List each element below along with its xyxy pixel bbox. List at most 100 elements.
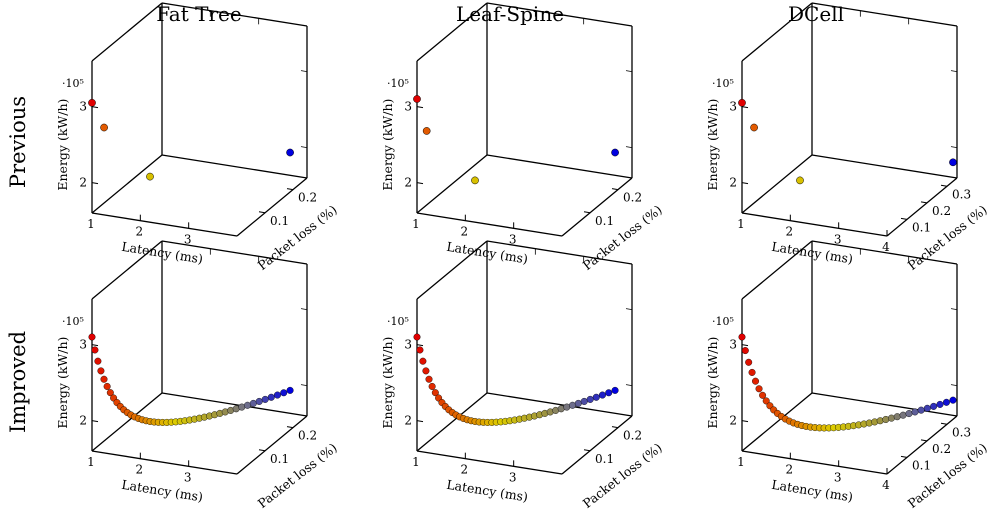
y-tick-label: 0.2 [932, 204, 951, 218]
z-tick [416, 344, 424, 347]
data-point [899, 411, 907, 419]
data-point [569, 401, 577, 409]
data-point [905, 410, 913, 418]
z-multiplier: ·10⁵ [712, 315, 734, 328]
x-tick-label: 1 [412, 217, 420, 231]
top-left-edge [416, 2, 488, 62]
data-point [280, 389, 288, 397]
z-multiplier: ·10⁵ [62, 77, 84, 90]
z-tick-back [625, 384, 633, 386]
y-axis-line [561, 415, 633, 475]
y-tick [900, 217, 908, 220]
row-title-improved: Improved [6, 330, 30, 434]
data-point [413, 333, 421, 341]
y-axis-line [236, 177, 308, 237]
y-tick-label: 0.2 [623, 429, 642, 443]
top-back-edge [486, 2, 633, 27]
z-tick-label: 3 [404, 338, 412, 352]
data-point [416, 346, 424, 354]
data-point [249, 399, 257, 407]
y-axis-line [886, 177, 958, 237]
z-tick-label: 2 [404, 414, 412, 428]
data-point [752, 377, 760, 385]
top-left-edge [741, 2, 813, 62]
y-tick-label: 0.3 [952, 187, 971, 201]
column-title-fat-tree: Fat Tree [156, 2, 242, 26]
x-tick-label: 3 [834, 232, 842, 246]
y-tick-label: 0.1 [912, 220, 931, 234]
data-point [741, 347, 749, 355]
z-tick-back [300, 308, 308, 310]
z-tick-label: 3 [79, 338, 87, 352]
data-point [103, 382, 111, 390]
y-tick [583, 449, 591, 452]
back-floor-edge [486, 392, 633, 417]
y-axis-label: Packet loss (%) [255, 440, 340, 511]
data-point [750, 123, 758, 132]
data-point [146, 172, 154, 181]
z-axis-label: Energy (kW/h) [55, 99, 70, 191]
y-tick-label: 0.1 [270, 214, 289, 228]
data-point [592, 393, 600, 401]
z-tick-back [950, 308, 958, 310]
data-point [574, 399, 582, 407]
data-point [759, 391, 767, 399]
column-title-leaf-spine: Leaf-Spine [455, 2, 565, 26]
z-tick-label: 2 [79, 414, 87, 428]
x-tick-label: 2 [461, 225, 469, 239]
data-point [244, 401, 252, 409]
y-tick [920, 439, 928, 442]
data-point [942, 398, 950, 406]
x-axis-label: Latency (ms) [120, 477, 204, 505]
data-point [796, 176, 804, 185]
z-multiplier: ·10⁵ [712, 77, 734, 90]
data-point [106, 389, 114, 397]
top-back-edge [161, 2, 308, 27]
data-point [580, 397, 588, 405]
back-floor-edge [161, 154, 308, 179]
z-axis-label: Energy (kW/h) [705, 337, 720, 429]
z-tick [91, 420, 99, 423]
y-tick [286, 426, 294, 429]
y-tick-label: 0.2 [932, 442, 951, 456]
back-floor-edge [486, 154, 633, 179]
z-multiplier: ·10⁵ [387, 77, 409, 90]
y-tick [583, 211, 591, 214]
z-tick-back [625, 146, 633, 148]
x-tick-label: 2 [786, 463, 794, 477]
x-tick-label: 1 [87, 217, 95, 231]
x-tick-label: 1 [737, 217, 745, 231]
z-axis-label: Energy (kW/h) [380, 337, 395, 429]
z-tick-back [625, 308, 633, 310]
z-tick [741, 344, 749, 347]
y-tick-label: 0.1 [270, 452, 289, 466]
x-axis-line [741, 212, 888, 237]
data-point [745, 358, 753, 366]
data-point [923, 404, 931, 412]
top-left-edge [416, 240, 488, 300]
x-axis-line [741, 450, 888, 475]
row-title-previous: Previous [6, 95, 30, 189]
data-point [91, 346, 99, 354]
data-point [286, 148, 294, 157]
data-point [422, 367, 430, 375]
data-point [738, 98, 746, 107]
z-tick [741, 420, 749, 423]
data-point [586, 395, 594, 403]
data-point [949, 396, 957, 404]
x-tick-label: 2 [461, 463, 469, 477]
data-point [100, 375, 108, 383]
z-tick-label: 3 [404, 100, 412, 114]
data-point [893, 413, 901, 421]
z-tick-label: 2 [729, 176, 737, 190]
panel-improved-leaf-spine: 1 2 3 0.1 0.2 2 3 ·10⁵ Latency (ms) Packet loss (… [380, 240, 665, 511]
left-floor-edge [91, 154, 163, 214]
top-left-edge [91, 240, 163, 300]
y-tick [258, 449, 266, 452]
data-point [911, 408, 919, 416]
z-tick [91, 182, 99, 185]
column-title-dcell: DCell [788, 2, 844, 26]
data-point [422, 127, 431, 135]
